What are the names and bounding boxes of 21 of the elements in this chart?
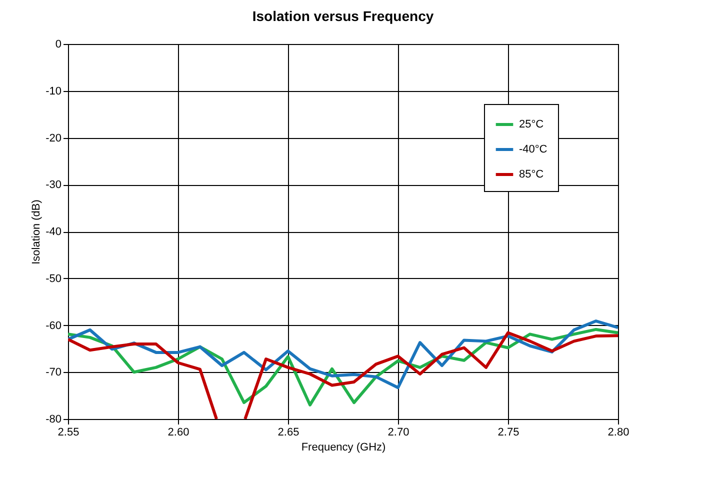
x-tick-label: 2.55 — [58, 426, 80, 438]
x-tick-label: 2.70 — [388, 426, 410, 438]
y-tick-label: -50 — [46, 272, 62, 285]
chart-title: Isolation versus Frequency — [252, 8, 434, 24]
y-tick-label: 0 — [55, 38, 62, 50]
x-tick-label: 2.75 — [498, 426, 520, 438]
x-axis-title: Frequency (GHz) — [301, 442, 386, 454]
x-tick-label: 2.80 — [608, 426, 630, 438]
legend-label: 85°C — [519, 168, 544, 180]
x-tick-label: 2.65 — [278, 426, 300, 438]
y-tick-label: -40 — [46, 226, 62, 238]
y-tick-label: -30 — [46, 179, 62, 192]
y-tick-label: -70 — [46, 366, 62, 379]
legend-label: -40°C — [519, 144, 548, 156]
y-axis-title: Isolation (dB) — [30, 200, 43, 264]
y-tick-label: -80 — [46, 414, 62, 426]
x-tick-label: 2.60 — [168, 426, 190, 438]
y-tick-label: -10 — [46, 85, 62, 98]
y-tick-label: -20 — [46, 132, 62, 144]
legend-label: 25°C — [519, 118, 544, 130]
y-tick-label: -60 — [46, 320, 62, 332]
